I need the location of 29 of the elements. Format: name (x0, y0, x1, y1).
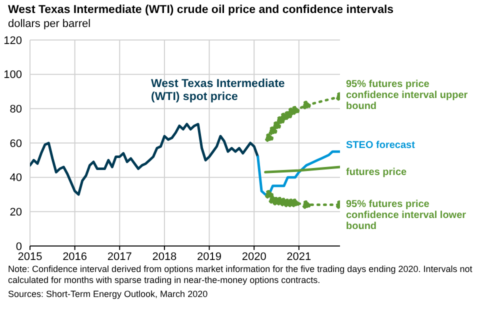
y-tick-label: 100 (4, 69, 22, 82)
x-tick-label: 2015 (18, 250, 42, 263)
y-tick-label: 20 (10, 206, 22, 219)
text: West Texas Intermediate (WTI) spot price (151, 78, 285, 103)
x-tick-label: 2018 (152, 250, 177, 263)
x-tick-label: 2016 (62, 250, 88, 263)
chart-title: West Texas Intermediate (WTI) crude oil price and confidence intervals (8, 4, 394, 16)
point (302, 200, 311, 210)
point (290, 198, 300, 208)
y-tick-label: 80 (10, 104, 22, 116)
y-tick-label: 0 (16, 240, 22, 253)
y-tick-label: 60 (10, 138, 22, 150)
point (268, 126, 278, 136)
series-label: 95% futures price confidence interval lower bound (346, 198, 466, 232)
series-label: STEO forecast (346, 140, 415, 151)
line-series (30, 122, 260, 196)
x-tick-label: 2021 (286, 250, 312, 263)
chart-subtitle: dollars per barrel (8, 18, 91, 30)
x-tick-label: 2017 (107, 250, 132, 263)
y-tick-label: 120 (4, 34, 22, 47)
text: Note: Confidence interval derived from options market information for the five trading days ending 2020. Intervals not calculated for months with sparse trading in near-the-money options contracts. (8, 264, 472, 285)
x-tick-label: 2019 (197, 250, 222, 263)
series-label: futures price (346, 167, 407, 178)
series-label: 95% futures price confidence interval upper bound (346, 78, 468, 112)
point (264, 133, 274, 142)
y-tick-label: 40 (10, 172, 22, 184)
x-tick-label: 2020 (242, 250, 266, 263)
point (264, 190, 274, 199)
source-note: Sources: Short-Term Energy Outlook, March 2020 (8, 289, 208, 299)
